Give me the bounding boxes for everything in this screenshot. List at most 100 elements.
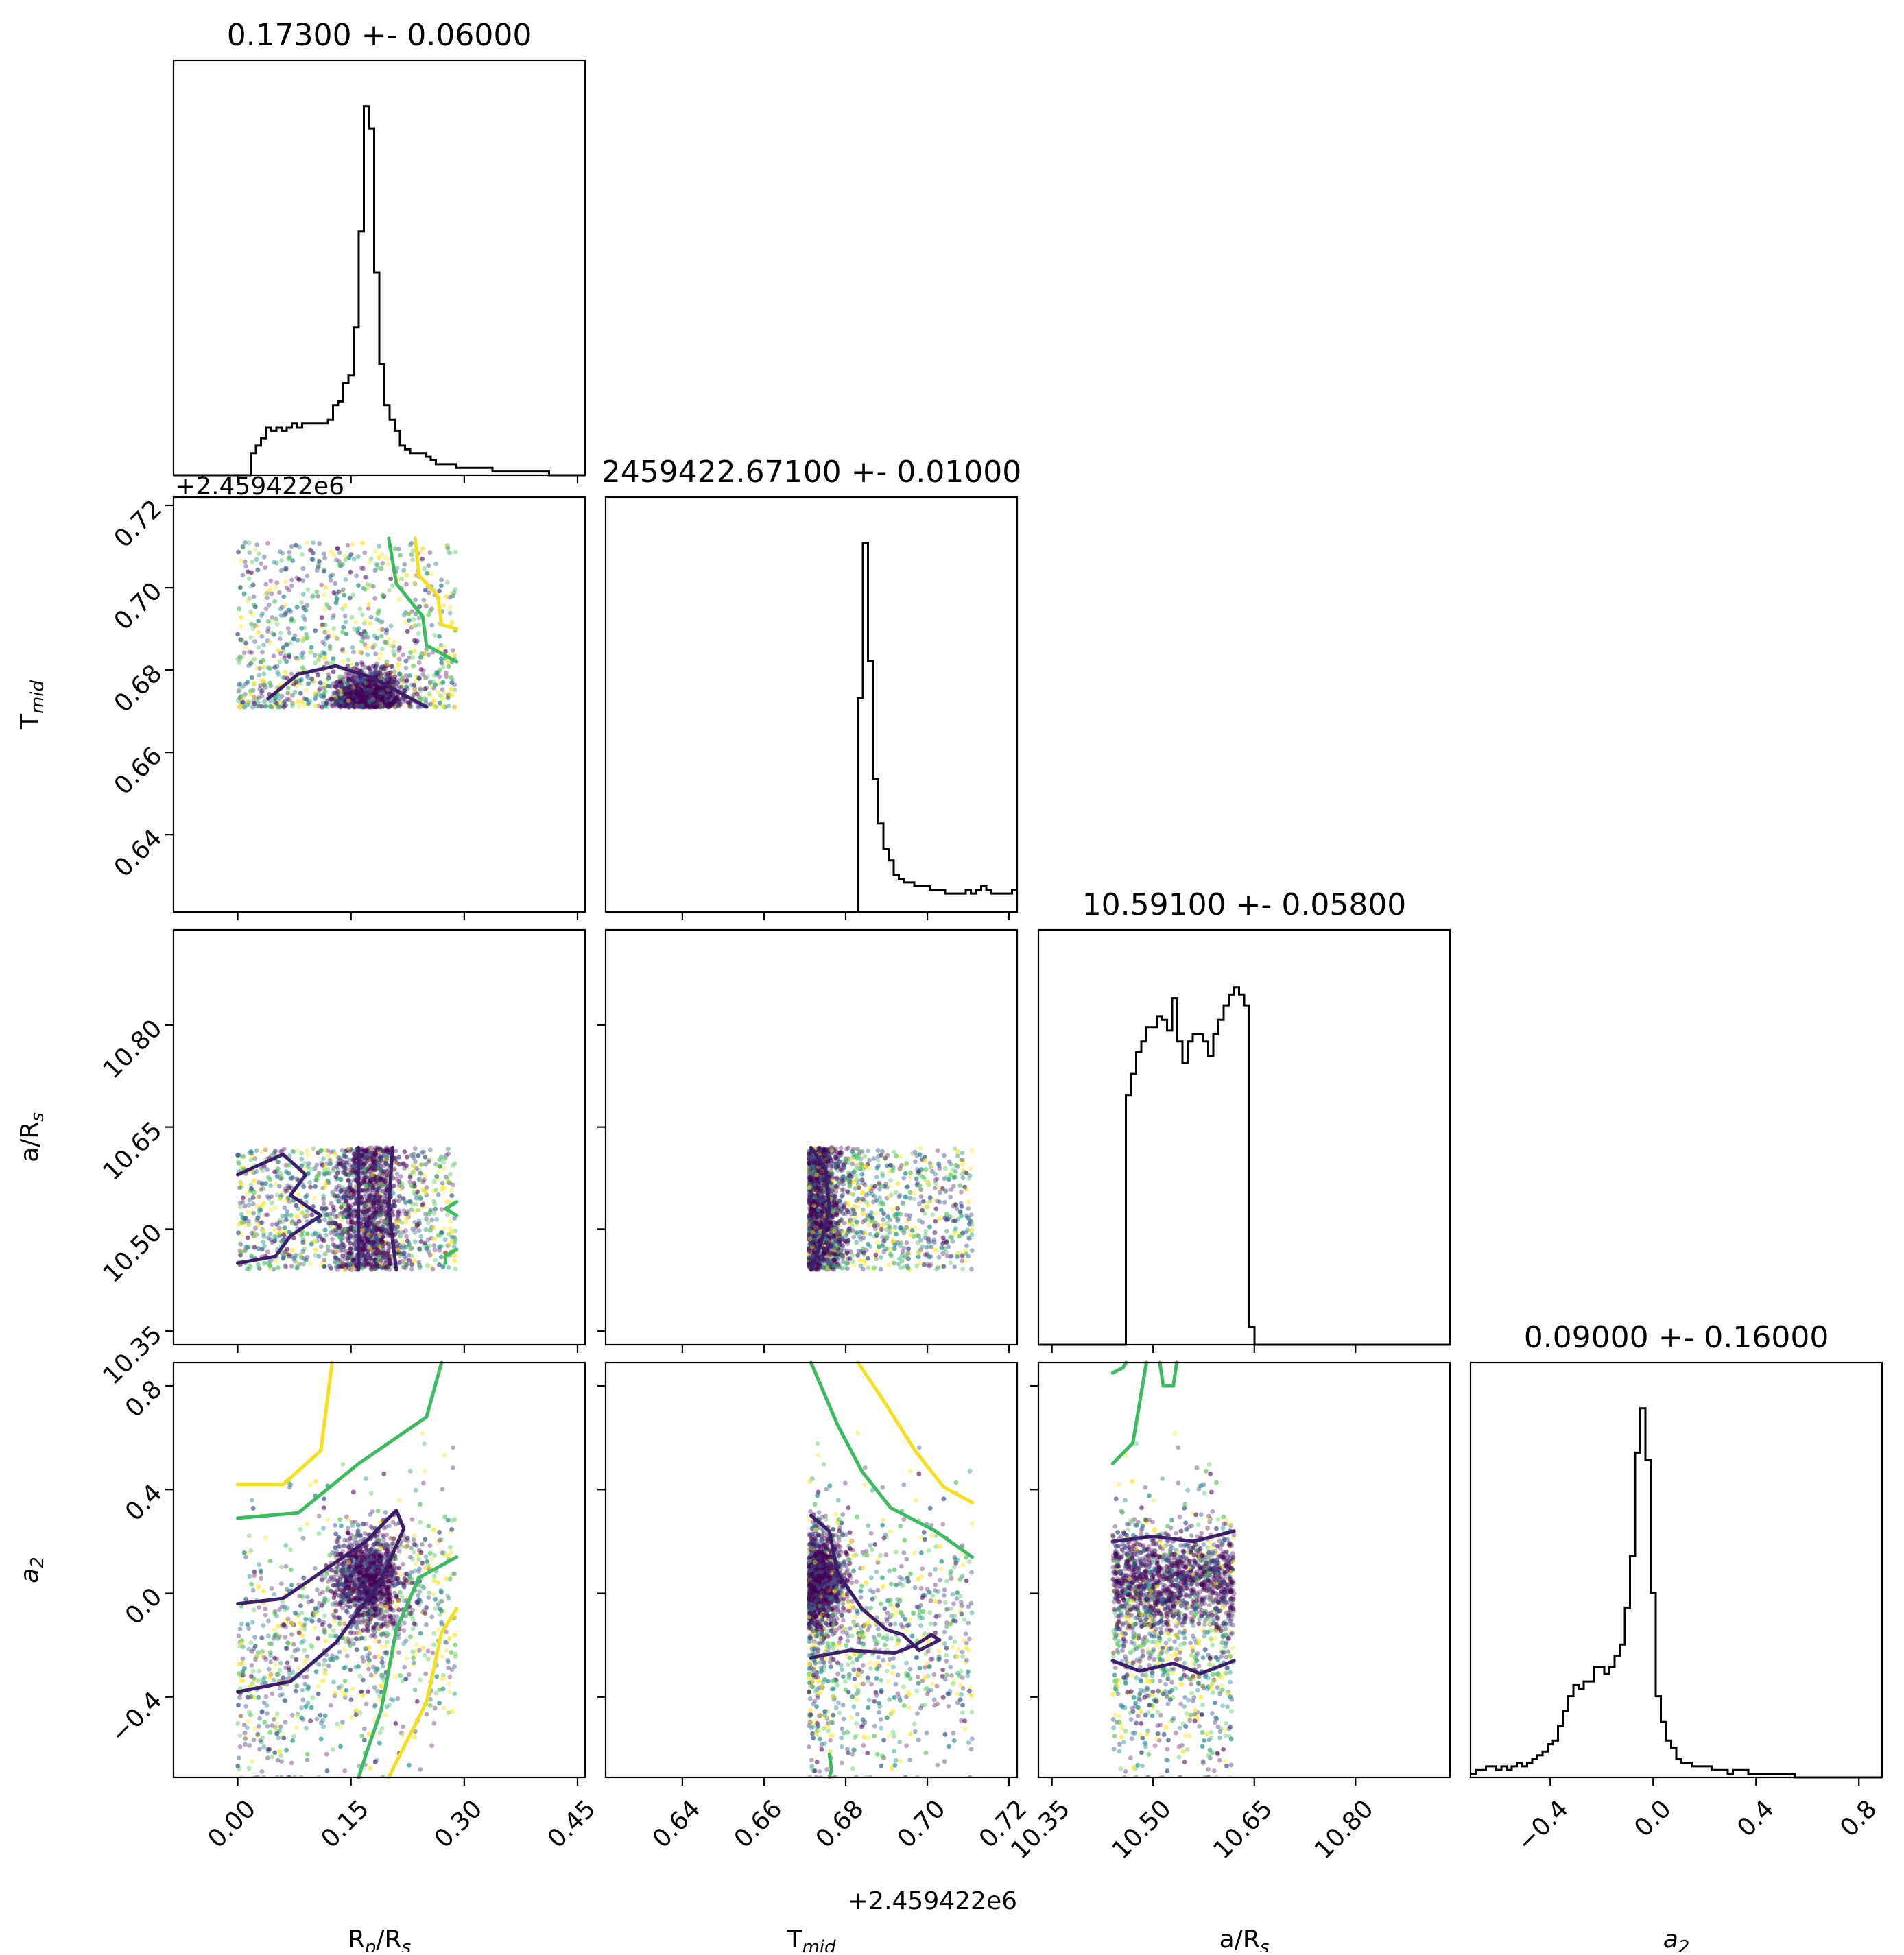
scatter-point bbox=[240, 544, 246, 549]
scatter-point bbox=[267, 640, 273, 645]
scatter-point bbox=[324, 698, 330, 704]
scatter-point bbox=[385, 691, 391, 695]
scatter-point bbox=[341, 675, 346, 680]
scatter-point bbox=[257, 1180, 261, 1185]
scatter-point bbox=[338, 681, 344, 686]
scatter-point bbox=[385, 1249, 390, 1254]
scatter-point bbox=[419, 651, 425, 656]
scatter-point bbox=[401, 1161, 406, 1166]
scatter-point bbox=[417, 604, 422, 610]
scatter-point bbox=[426, 1220, 431, 1225]
scatter-point bbox=[334, 1194, 340, 1199]
scatter-point bbox=[394, 1228, 400, 1234]
scatter-point bbox=[347, 684, 353, 689]
scatter-point bbox=[449, 680, 455, 685]
scatter-point bbox=[274, 1182, 279, 1187]
scatter-point bbox=[361, 690, 367, 695]
scatter-point bbox=[326, 675, 331, 681]
scatter-point bbox=[365, 701, 370, 706]
scatter-point bbox=[363, 690, 368, 695]
scatter-point bbox=[255, 1215, 261, 1221]
scatter-point bbox=[359, 690, 364, 695]
scatter-point bbox=[409, 552, 414, 557]
scatter-point bbox=[370, 695, 375, 700]
scatter-point bbox=[388, 701, 394, 706]
scatter-point bbox=[394, 699, 400, 704]
scatter-point bbox=[384, 659, 390, 664]
scatter-point bbox=[373, 651, 379, 656]
scatter-point bbox=[330, 695, 335, 699]
scatter-point bbox=[374, 689, 379, 695]
scatter-point bbox=[337, 680, 343, 686]
scatter-point bbox=[358, 699, 364, 704]
scatter-point bbox=[371, 697, 377, 702]
scatter-point bbox=[373, 704, 379, 709]
scatter-point bbox=[404, 1262, 409, 1267]
scatter-point bbox=[381, 1148, 386, 1153]
scatter-point bbox=[365, 700, 370, 706]
scatter-point bbox=[359, 699, 364, 704]
scatter-point bbox=[396, 547, 401, 551]
scatter-point bbox=[449, 594, 455, 599]
scatter-point bbox=[353, 703, 357, 708]
scatter-point bbox=[446, 664, 451, 669]
scatter-point bbox=[374, 701, 380, 706]
scatter-point bbox=[348, 686, 354, 692]
scatter-point bbox=[365, 688, 370, 693]
scatter-point bbox=[296, 577, 302, 582]
scatter-point bbox=[282, 656, 287, 661]
scatter-point bbox=[364, 698, 370, 704]
scatter-point bbox=[359, 1199, 364, 1205]
scatter-point bbox=[347, 703, 353, 708]
scatter-point bbox=[305, 1148, 310, 1153]
scatter-point bbox=[362, 1214, 368, 1220]
scatter-point bbox=[314, 1238, 320, 1244]
scatter-point bbox=[423, 588, 428, 593]
scatter-point bbox=[331, 690, 336, 695]
scatter-point bbox=[404, 1221, 409, 1225]
scatter-point bbox=[354, 691, 359, 697]
scatter-point bbox=[342, 688, 348, 693]
scatter-point bbox=[372, 704, 378, 710]
scatter-point bbox=[329, 1158, 334, 1164]
scatter-point bbox=[331, 1208, 337, 1213]
scatter-point bbox=[390, 700, 396, 706]
scatter-point bbox=[246, 699, 252, 704]
scatter-point bbox=[366, 686, 371, 691]
scatter-point bbox=[410, 557, 416, 562]
scatter-point bbox=[380, 1171, 385, 1176]
scatter-point bbox=[252, 695, 257, 700]
scatter-point bbox=[383, 1240, 388, 1245]
scatter-point bbox=[393, 696, 398, 701]
scatter-point bbox=[324, 701, 329, 706]
scatter-point bbox=[370, 699, 376, 704]
scatter-point bbox=[438, 1164, 442, 1168]
scatter-point bbox=[248, 691, 253, 697]
scatter-point bbox=[360, 687, 366, 693]
scatter-point bbox=[283, 643, 289, 648]
scatter-point bbox=[341, 1214, 346, 1219]
scatter-point bbox=[258, 660, 263, 664]
scatter-point bbox=[418, 667, 424, 672]
scatter-point bbox=[336, 589, 342, 595]
scatter-point bbox=[290, 693, 295, 698]
scatter-point bbox=[368, 704, 374, 709]
scatter-point bbox=[343, 699, 348, 704]
scatter-point bbox=[373, 697, 378, 703]
scatter-point bbox=[440, 704, 445, 709]
scatter-point bbox=[366, 704, 370, 710]
scatter-point bbox=[344, 704, 349, 708]
scatter-point bbox=[372, 1241, 378, 1246]
scatter-point bbox=[259, 688, 265, 694]
scatter-point bbox=[346, 1177, 351, 1183]
scatter-point bbox=[377, 671, 383, 675]
scatter-point bbox=[340, 697, 346, 702]
scatter-point bbox=[285, 685, 291, 691]
scatter-point bbox=[358, 702, 364, 708]
scatter-point bbox=[362, 687, 368, 692]
scatter-point bbox=[291, 619, 296, 624]
scatter-point bbox=[300, 578, 306, 584]
scatter-point bbox=[385, 687, 390, 692]
scatter-point bbox=[427, 1147, 433, 1153]
scatter-point bbox=[324, 1232, 329, 1238]
